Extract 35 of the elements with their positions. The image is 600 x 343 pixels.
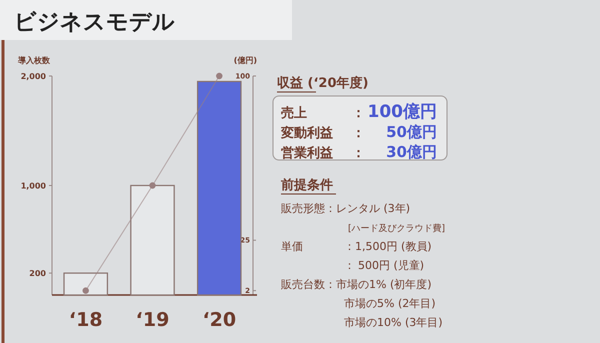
text: 変動利益 [280, 125, 333, 141]
point [216, 72, 222, 80]
text: [ハード及びクラウド費] [348, 223, 446, 234]
text: 営業利益 [281, 145, 333, 161]
text: ： [352, 106, 365, 121]
text: 売上 [281, 106, 307, 121]
bar [196, 80, 242, 296]
text: 500円 (児童) [358, 259, 424, 272]
text: ： [352, 126, 365, 141]
text: 100億円 [368, 102, 437, 122]
x-tick-label: ‘20 [202, 309, 236, 331]
text: ：1,500円 (教員) [344, 240, 432, 253]
chart-title: ビジネスモデル [14, 10, 175, 35]
point [82, 287, 89, 294]
text: 市場の10% (3年目) [344, 316, 443, 329]
text: ： [352, 146, 365, 161]
text: 販売形態：レンタル (3年) [281, 202, 410, 215]
bar [63, 272, 108, 296]
text: 前提条件 [280, 178, 333, 193]
y-axis-title: 導入枚数 [17, 56, 51, 65]
x-tick-label: ‘19 [136, 309, 170, 331]
bar [130, 184, 175, 296]
text: 販売台数：市場の1% (初年度) [281, 278, 432, 291]
y2-axis-title: (億円) [234, 56, 257, 65]
y-tick-label: 1,000 [20, 181, 46, 190]
y-tick-label: 200 [29, 268, 46, 278]
text: 単価 [281, 240, 303, 253]
text: 収益 (‘20年度) [277, 75, 368, 91]
text: 30億円 [386, 143, 437, 161]
y-tick-label: 2,000 [20, 72, 46, 81]
text: 市場の5% (2年目) [344, 297, 436, 310]
x-tick-label: ‘18 [68, 309, 103, 331]
point [149, 182, 156, 189]
text: 50億円 [386, 123, 437, 141]
text: ： [344, 259, 355, 272]
